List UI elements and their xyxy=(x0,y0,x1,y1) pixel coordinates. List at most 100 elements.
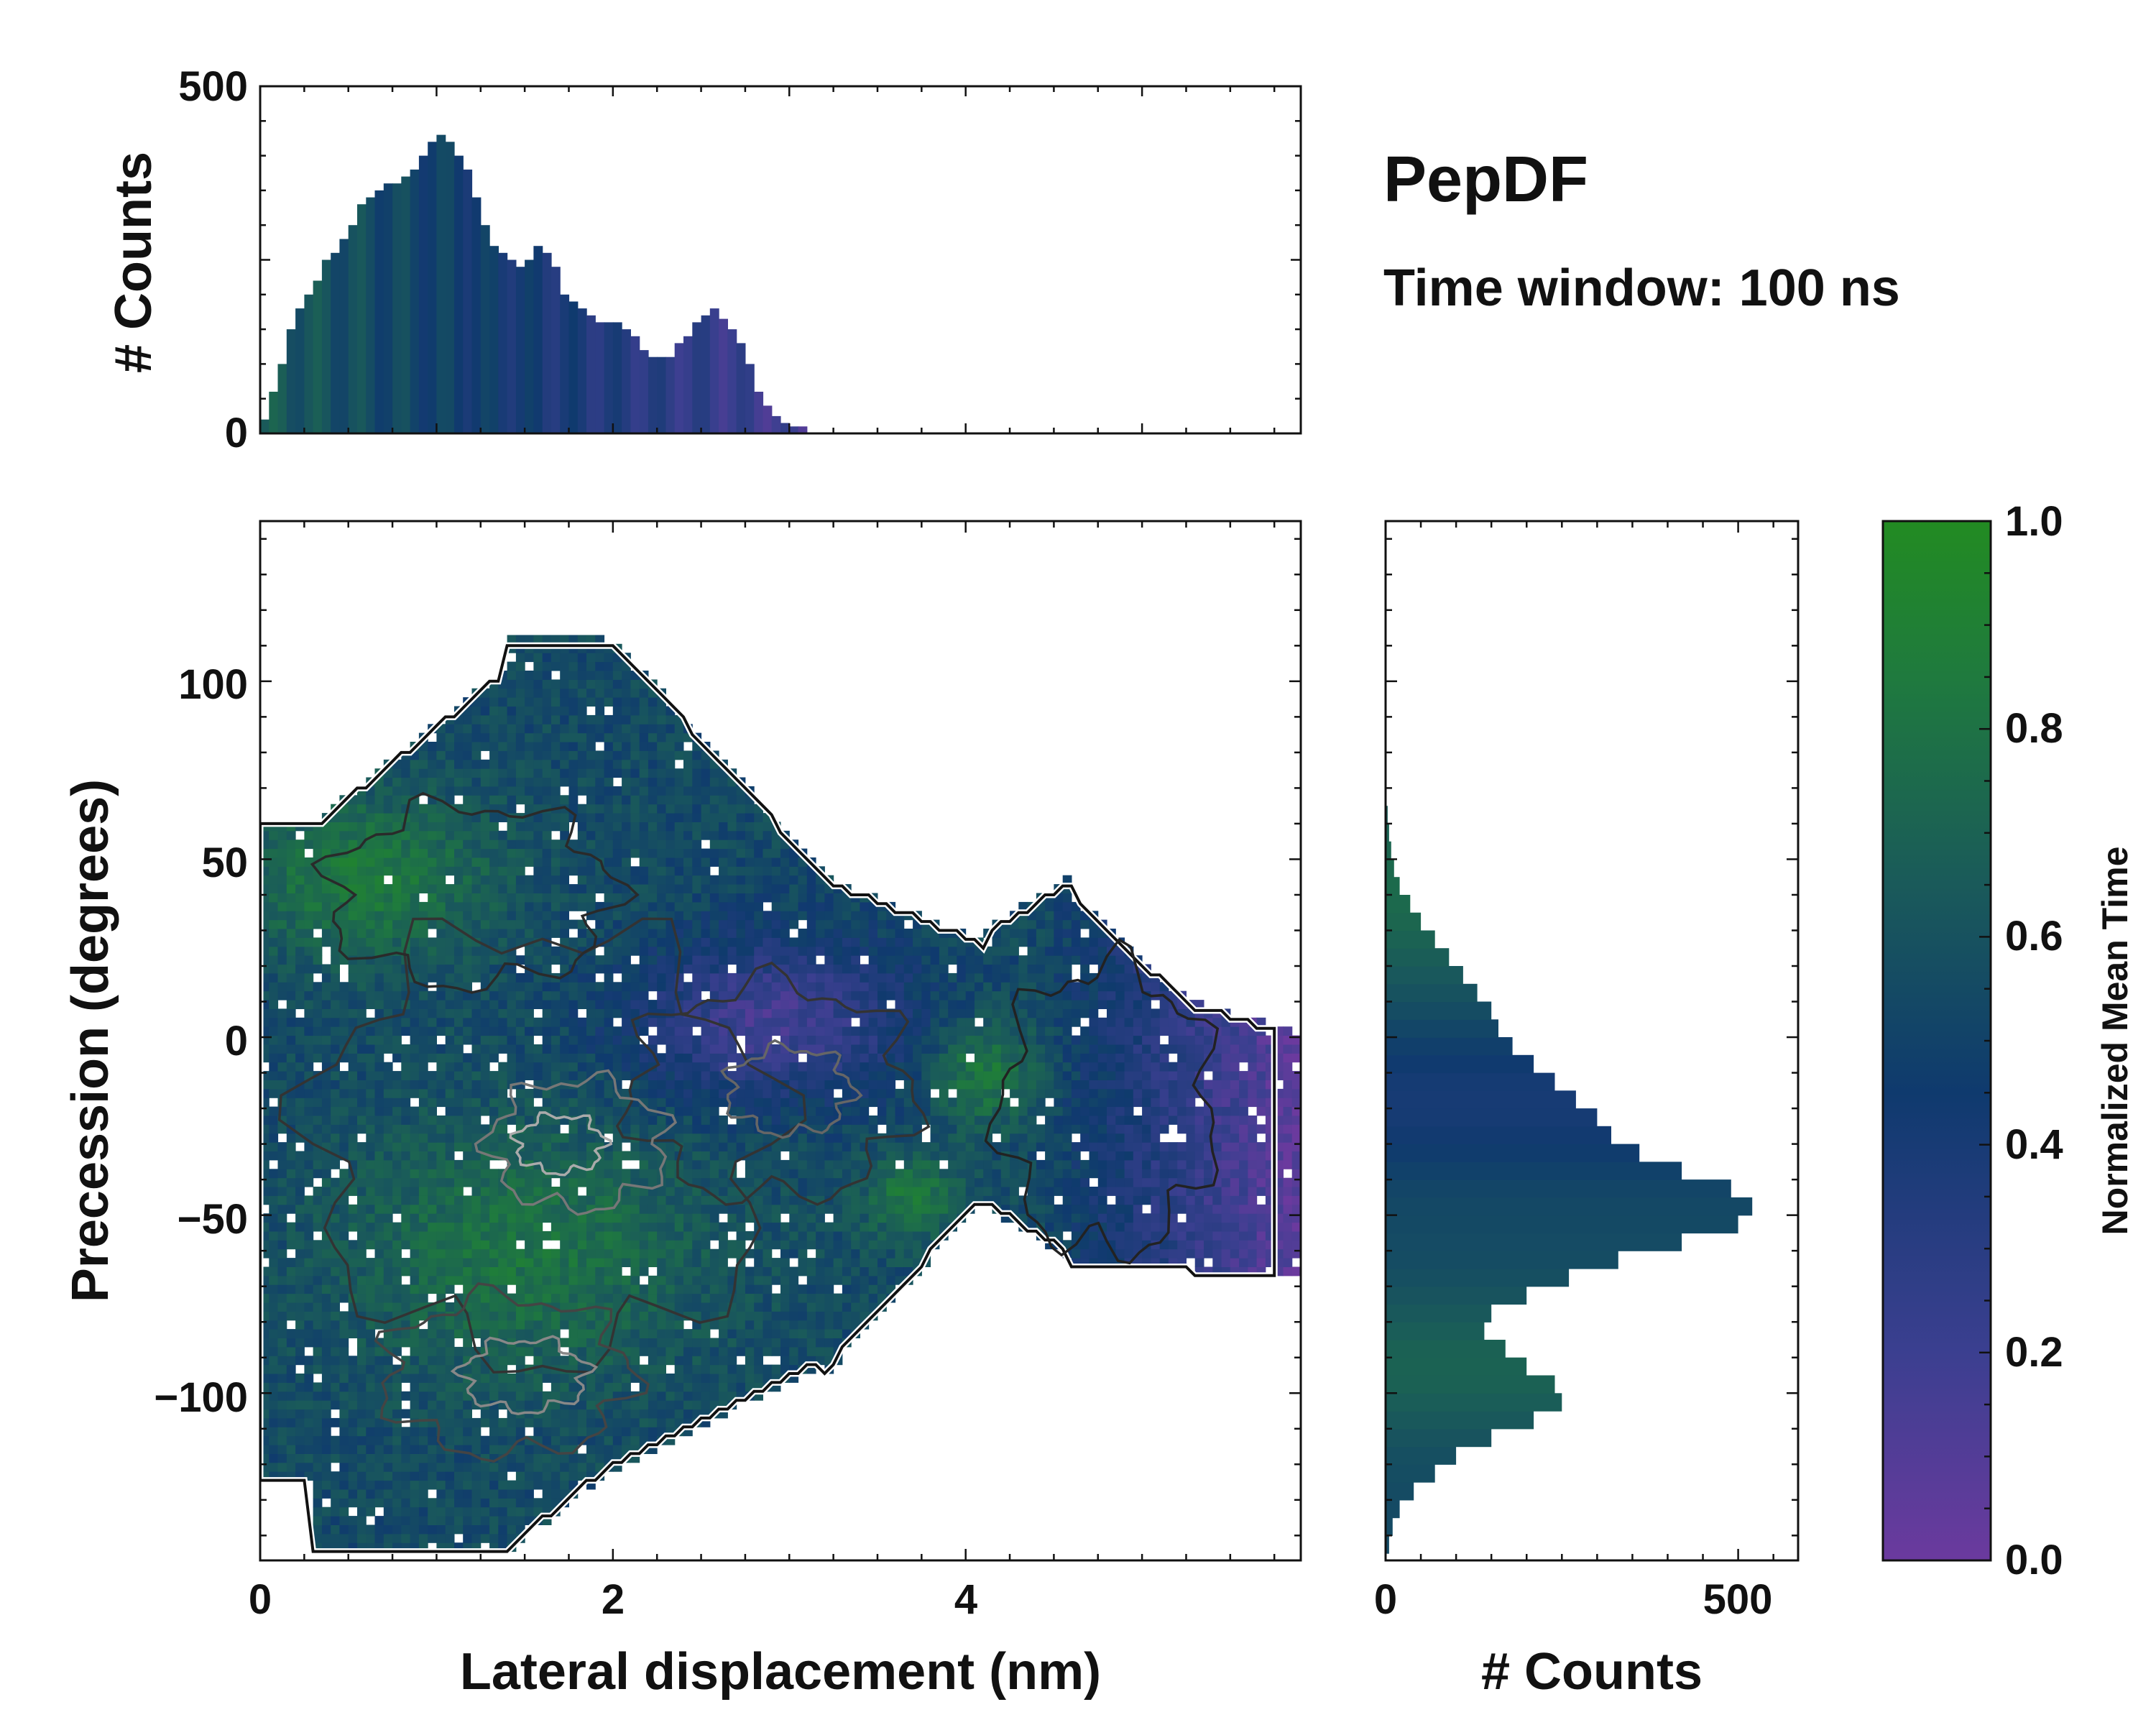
heatmap-cell xyxy=(277,1445,287,1454)
heatmap-cell xyxy=(277,1417,287,1427)
heatmap-cell xyxy=(515,1391,525,1401)
heatmap-cell xyxy=(727,990,737,1000)
heatmap-cell xyxy=(763,946,773,956)
heatmap-cell xyxy=(612,1417,622,1427)
heatmap-cell xyxy=(463,1346,472,1356)
heatmap-cell xyxy=(348,1391,358,1401)
heatmap-cell xyxy=(727,1338,737,1348)
heatmap-cell xyxy=(515,1008,525,1018)
heatmap-cell xyxy=(665,982,676,992)
heatmap-cell xyxy=(577,1026,587,1036)
heatmap-cell xyxy=(418,1258,428,1267)
heatmap-cell xyxy=(348,1017,358,1027)
heatmap-cell xyxy=(331,1374,340,1383)
heatmap-cell xyxy=(648,830,658,840)
heatmap-cell xyxy=(674,911,684,921)
heatmap-cell xyxy=(410,1213,420,1223)
heatmap-cell xyxy=(498,884,508,893)
heatmap-cell xyxy=(507,866,517,876)
heatmap-cell xyxy=(515,840,525,850)
heatmap-cell xyxy=(560,848,569,858)
heatmap-cell xyxy=(622,1204,631,1214)
heatmap-cell xyxy=(692,937,702,947)
heatmap-cell xyxy=(622,750,631,760)
heatmap-cell xyxy=(754,857,763,867)
heatmap-cell xyxy=(445,1302,455,1312)
heatmap-cell xyxy=(480,786,490,796)
heatmap-cell xyxy=(418,1293,428,1303)
heatmap-cell xyxy=(366,937,376,947)
heatmap-cell xyxy=(339,1230,349,1241)
heatmap-cell xyxy=(639,901,649,911)
heatmap-cell xyxy=(709,1356,719,1366)
heatmap-cell xyxy=(313,1506,323,1517)
heatmap-cell xyxy=(542,795,552,805)
heatmap-cell xyxy=(683,813,693,822)
heatmap-cell xyxy=(507,1071,517,1080)
heatmap-cell xyxy=(321,1053,331,1063)
heatmap-cell xyxy=(701,822,711,832)
heatmap-cell xyxy=(639,1329,649,1338)
heatmap-cell xyxy=(586,1222,596,1232)
heatmap-cell xyxy=(763,1080,773,1090)
heatmap-cell xyxy=(542,688,552,698)
heatmap-cell xyxy=(321,1151,331,1161)
heatmap-cell xyxy=(348,1533,358,1543)
heatmap-cell xyxy=(383,813,393,822)
heatmap-cell xyxy=(595,777,605,787)
heatmap-cell xyxy=(701,884,711,893)
heatmap-cell xyxy=(586,777,596,787)
heatmap-cell xyxy=(339,1017,349,1027)
heatmap-cell xyxy=(295,1062,305,1072)
heatmap-cell xyxy=(683,1071,693,1080)
heatmap-cell xyxy=(348,866,358,876)
heatmap-cell xyxy=(560,875,569,885)
heatmap-cell xyxy=(445,884,455,893)
heatmap-cell xyxy=(630,706,640,716)
heatmap-cell xyxy=(454,777,464,787)
heatmap-cell xyxy=(657,777,666,787)
heatmap-cell xyxy=(374,1445,384,1454)
heatmap-cell xyxy=(366,1088,376,1098)
heatmap-cell xyxy=(648,724,658,734)
heatmap-cell xyxy=(577,671,587,680)
heatmap-cell xyxy=(436,884,446,893)
heatmap-cell xyxy=(331,1213,340,1223)
heatmap-cell xyxy=(674,1320,684,1330)
heatmap-cell xyxy=(295,1000,305,1009)
heatmap-cell xyxy=(665,1008,676,1018)
heatmap-cell xyxy=(277,830,287,840)
heatmap-cell xyxy=(550,1230,561,1241)
heatmap-cell xyxy=(436,946,446,956)
heatmap-cell xyxy=(401,1044,411,1054)
heatmap-cell xyxy=(648,1284,658,1294)
heatmap-cell xyxy=(304,1106,314,1116)
heatmap-cell xyxy=(727,1000,737,1009)
heatmap-cell xyxy=(665,1338,676,1348)
heatmap-cell xyxy=(586,1213,596,1223)
heatmap-cell xyxy=(515,901,525,911)
heatmap-cell xyxy=(525,1462,534,1472)
heatmap-cell xyxy=(348,1133,358,1143)
heatmap-cell xyxy=(348,972,358,983)
heatmap-cell xyxy=(586,1445,596,1454)
heatmap-cell xyxy=(463,857,472,867)
heatmap-cell xyxy=(313,1311,323,1321)
heatmap-cell xyxy=(445,786,455,796)
heatmap-cell xyxy=(745,1338,755,1348)
heatmap-cell xyxy=(639,688,649,698)
heatmap-cell xyxy=(339,1489,349,1499)
heatmap-cell xyxy=(401,1204,411,1214)
heatmap-cell xyxy=(525,1044,534,1054)
heatmap-cell xyxy=(692,1088,702,1098)
heatmap-cell xyxy=(612,1240,622,1250)
heatmap-cell xyxy=(709,1106,719,1116)
heatmap-cell xyxy=(595,911,605,921)
heatmap-cell xyxy=(542,1356,552,1366)
heatmap-cell xyxy=(533,1356,543,1366)
heatmap-cell xyxy=(736,1124,746,1134)
heatmap-cell xyxy=(586,1320,596,1330)
heatmap-cell xyxy=(665,1409,676,1419)
heatmap-cell xyxy=(269,1266,279,1276)
heatmap-cell xyxy=(313,1445,323,1454)
